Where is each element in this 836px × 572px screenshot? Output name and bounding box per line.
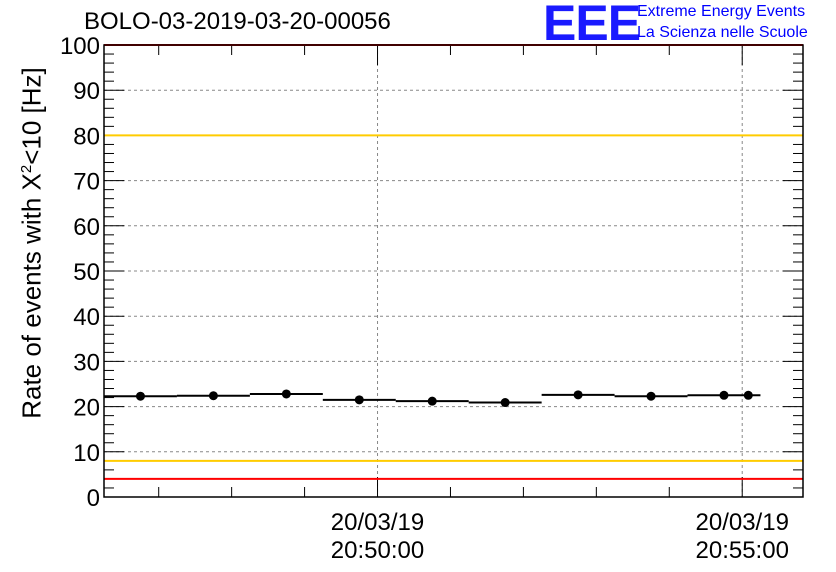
eee-logo: EEE [543, 0, 641, 51]
data-point [427, 396, 437, 406]
y-tick-label: 40 [73, 304, 100, 331]
x-tick-date: 20/03/19 [331, 509, 424, 536]
y-tick-label: 70 [73, 169, 100, 196]
y-axis-label: Rate of events with X2<10 [Hz] [16, 67, 47, 419]
data-point [354, 395, 364, 405]
y-tick-label: 30 [73, 349, 100, 376]
plot-frame [103, 44, 804, 498]
data-point [135, 391, 145, 401]
x-tick-time: 20:55:00 [696, 537, 789, 564]
y-tick-label: 10 [73, 440, 100, 467]
y-tick-label: 0 [87, 485, 100, 512]
x-tick-date: 20/03/19 [696, 509, 789, 536]
data-point [573, 390, 583, 400]
y-tick-label: 20 [73, 395, 100, 422]
logo-line-2: La Scienza nelle Scuole [637, 24, 808, 41]
y-tick-label: 100 [60, 33, 100, 60]
y-tick-label: 60 [73, 214, 100, 241]
data-point [743, 390, 753, 400]
x-tick-time: 20:50:00 [331, 537, 424, 564]
data-point [719, 390, 729, 400]
data-point [281, 389, 291, 399]
y-tick-label: 90 [73, 78, 100, 105]
logo-line-1: Extreme Energy Events [637, 3, 806, 20]
y-tick-label: 80 [73, 123, 100, 150]
data-point [646, 391, 656, 401]
data-point [208, 391, 218, 401]
y-tick-label: 50 [73, 259, 100, 286]
chart-title: BOLO-03-2019-03-20-00056 [84, 8, 391, 35]
data-point [500, 398, 510, 408]
